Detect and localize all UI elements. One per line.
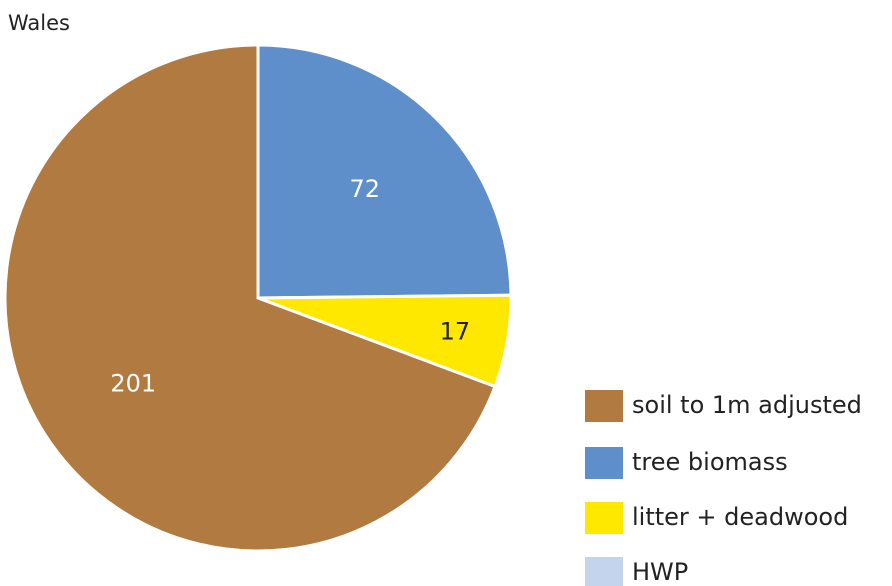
- legend-swatch: [585, 557, 623, 586]
- legend-swatch: [585, 447, 623, 479]
- data-label: 201: [110, 370, 156, 398]
- legend-swatch: [585, 390, 623, 422]
- pie-slice: [3, 43, 497, 553]
- legend-label: tree biomass: [632, 448, 788, 476]
- data-label: 17: [440, 317, 471, 345]
- data-label: 72: [349, 175, 380, 203]
- legend-label: HWP: [632, 558, 688, 586]
- chart-title: Wales: [8, 11, 70, 35]
- pie-slice: [256, 43, 513, 300]
- legend-label: soil to 1m adjusted: [632, 391, 862, 419]
- legend-label: litter + deadwood: [632, 503, 848, 531]
- legend-swatch: [585, 502, 623, 534]
